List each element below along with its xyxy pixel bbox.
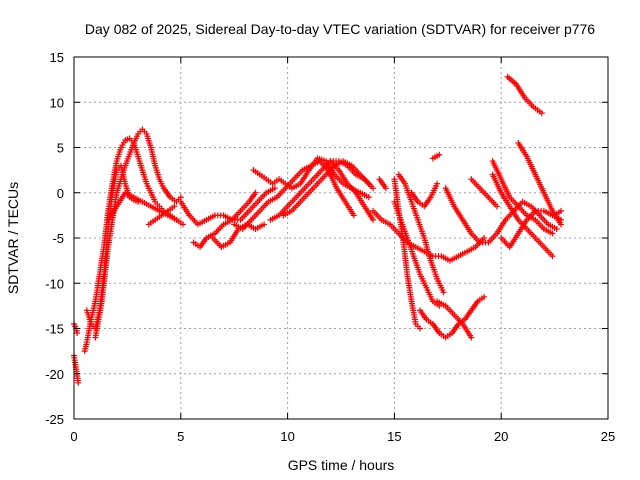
series-arc-p: [376, 176, 389, 192]
data-point: [75, 379, 82, 386]
series-arc-a: [71, 352, 82, 386]
series-arc-f: [105, 189, 186, 228]
series-arc-y: [442, 185, 560, 246]
y-tick-label: -10: [45, 276, 64, 291]
series-arc-ae: [504, 73, 545, 117]
data-point: [365, 180, 372, 187]
series-arc-h: [177, 185, 278, 228]
data-point: [434, 180, 441, 187]
series-arc-ad: [515, 139, 565, 228]
data-point: [481, 235, 488, 241]
axis-ticks: [73, 56, 609, 420]
data-point: [261, 221, 268, 228]
y-tick-label: -25: [45, 412, 64, 427]
data-points: [71, 73, 565, 386]
series-arc-t: [395, 171, 447, 296]
data-point: [558, 221, 565, 228]
chart-title: Day 082 of 2025, Sidereal Day-to-day VTE…: [85, 21, 595, 37]
data-point: [271, 185, 278, 192]
series-arc-i: [190, 189, 259, 251]
data-point: [74, 330, 81, 337]
data-point: [468, 334, 475, 341]
series-arc-z: [468, 176, 500, 210]
data-point: [370, 216, 377, 223]
y-tick-label: 5: [57, 141, 64, 156]
data-point: [179, 221, 186, 228]
y-tick-label: 10: [50, 95, 64, 110]
data-point: [440, 289, 447, 296]
series-arc-e: [92, 126, 184, 341]
series-arc-ac: [489, 171, 556, 260]
data-point: [252, 189, 259, 196]
series-arc-o: [327, 158, 377, 223]
series-arc-g: [145, 203, 178, 228]
data-point: [549, 253, 556, 260]
y-tick-label: 15: [50, 50, 64, 65]
series-arc-w: [408, 180, 441, 210]
series-arc-n: [280, 158, 372, 219]
data-point: [436, 151, 443, 158]
data-point: [370, 185, 377, 192]
x-tick-label: 10: [280, 429, 294, 444]
x-tick-label: 5: [177, 429, 184, 444]
grid: [74, 57, 608, 419]
x-axis-label: GPS time / hours: [288, 457, 395, 473]
data-point: [350, 212, 357, 219]
y-tick-label: -15: [45, 322, 64, 337]
data-point: [558, 207, 565, 214]
data-point: [417, 325, 424, 332]
data-point: [382, 185, 389, 192]
y-axis-label: SDTVAR / TECUs: [5, 182, 21, 294]
y-tick-label: 0: [57, 186, 64, 201]
x-tick-label: 20: [494, 429, 508, 444]
data-point: [481, 293, 488, 300]
y-tick-labels: -25 -20 -15 -10 -5 0 5 10 15: [45, 50, 64, 427]
series-arc-af: [551, 207, 565, 219]
x-tick-label: 25: [601, 429, 615, 444]
x-tick-label: 0: [70, 429, 77, 444]
series-arc-s: [391, 198, 443, 309]
x-tick-labels: 0 5 10 15 20 25: [70, 429, 615, 444]
series-arc-u: [417, 293, 488, 341]
data-point: [171, 203, 178, 210]
series-arc-x: [429, 151, 443, 162]
series-arc-j: [209, 221, 268, 251]
y-tick-label: -5: [52, 231, 64, 246]
data-point: [538, 110, 545, 117]
data-point: [549, 230, 556, 237]
series-arc-k: [231, 158, 357, 232]
data-point: [365, 194, 372, 201]
data-point: [493, 203, 500, 210]
y-tick-label: -20: [45, 367, 64, 382]
series-arc-v: [434, 298, 475, 341]
x-tick-label: 15: [387, 429, 401, 444]
data-point: [553, 225, 560, 232]
